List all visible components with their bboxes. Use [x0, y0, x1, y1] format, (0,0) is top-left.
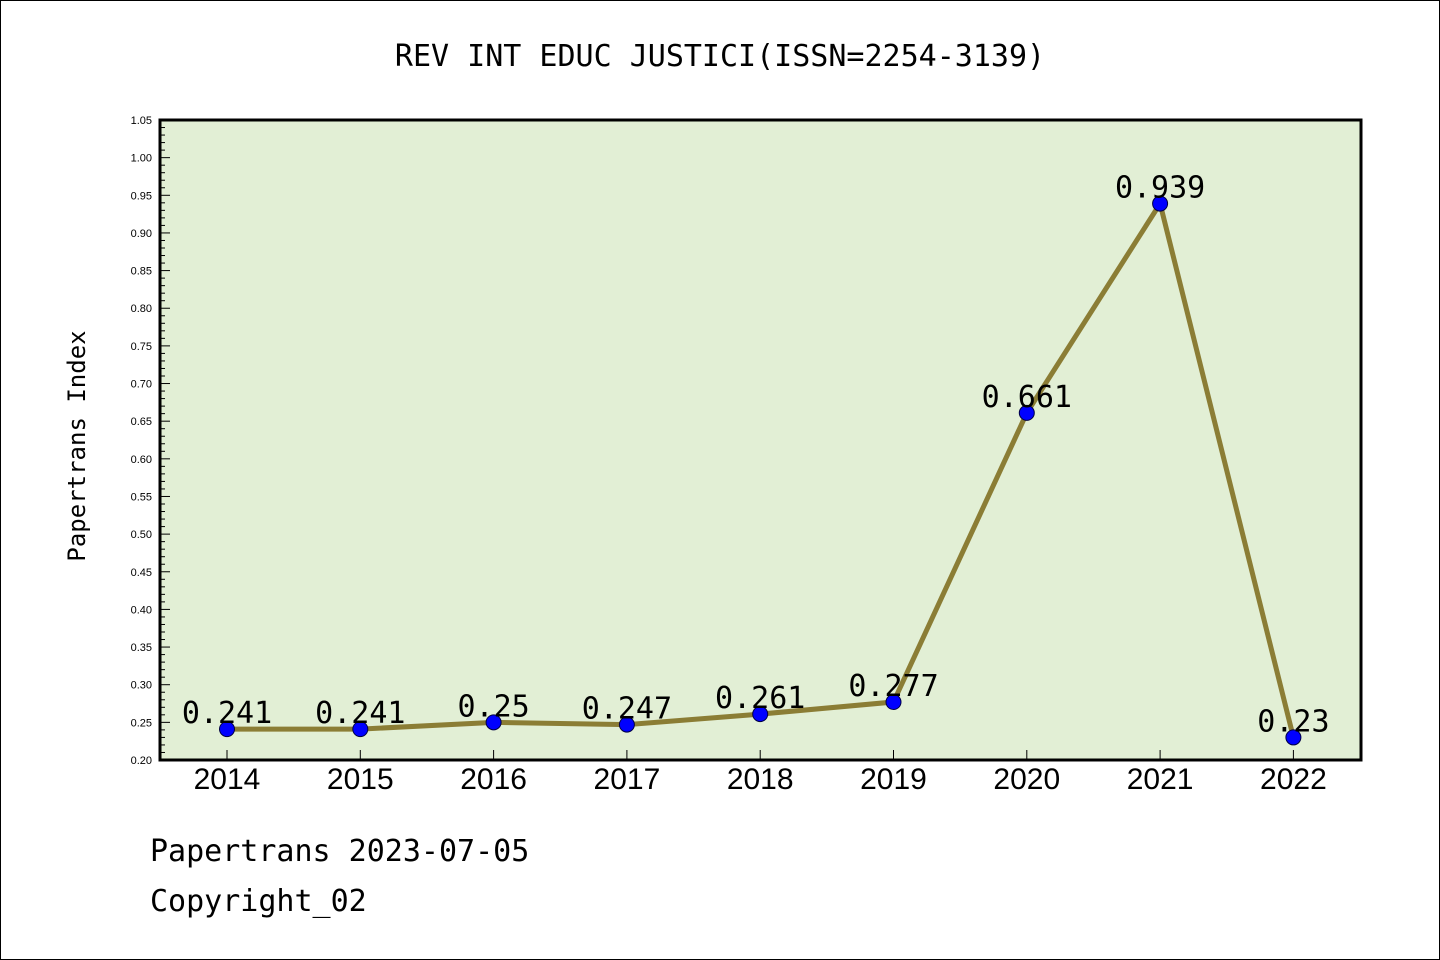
data-point: [752, 706, 769, 723]
data-point: [219, 721, 235, 738]
x-tick-label: 2021: [1127, 763, 1194, 796]
data-point: [1285, 729, 1302, 746]
x-tick-label: 2014: [194, 763, 261, 796]
data-label: 0.23: [1257, 704, 1329, 739]
x-tick-label: 2017: [594, 763, 661, 796]
y-tick-label: 0.55: [131, 491, 152, 503]
data-label: 0.661: [982, 380, 1072, 415]
data-label: 0.939: [1115, 171, 1205, 206]
y-tick-label: 0.75: [131, 341, 152, 353]
y-tick-label: 0.20: [131, 755, 152, 767]
y-tick-label: 0.70: [131, 379, 152, 391]
y-tick-label: 0.40: [131, 604, 152, 616]
y-tick-label: 0.80: [131, 303, 152, 315]
data-label: 0.247: [582, 692, 672, 727]
data-label: 0.241: [315, 696, 405, 731]
y-tick-label: 1.00: [131, 153, 152, 165]
data-label: 0.25: [457, 689, 529, 724]
footer-source: Papertrans 2023-07-05: [150, 834, 530, 869]
data-label: 0.241: [182, 696, 272, 731]
data-point: [618, 716, 635, 733]
y-tick-label: 0.25: [131, 717, 152, 729]
data-markers: [219, 195, 1302, 746]
x-tick-label: 2019: [860, 763, 927, 796]
plot-border: [158, 118, 1363, 762]
x-tick-label: 2015: [327, 763, 394, 796]
y-tick-label: 0.60: [131, 454, 152, 466]
y-tick-label: 0.65: [131, 416, 152, 428]
x-axis-ticks: 2014 2015 2016 2017 2018 2019 2020 2021 2022: [194, 750, 1327, 796]
x-tick-label: 2020: [993, 763, 1060, 796]
x-tick-label: 2022: [1260, 763, 1327, 796]
x-tick-label: 2016: [460, 763, 527, 796]
y-tick-label: 0.30: [131, 680, 152, 692]
data-point: [885, 694, 902, 711]
y-tick-label: 0.85: [131, 266, 152, 278]
y-tick-label: 0.90: [131, 228, 152, 240]
footer-copyright: Copyright_02: [150, 884, 367, 919]
y-tick-label: 0.45: [131, 567, 152, 579]
x-tick-label: 2018: [727, 763, 794, 796]
y-axis-label: Papertrans Index: [63, 330, 91, 561]
y-axis-ticks: 0.20 0.25 0.30 0.35 0.40 0.45 0.50 0.55 0.60 0.65…: [131, 115, 170, 767]
data-label: 0.277: [848, 669, 938, 704]
data-point: [1152, 195, 1169, 212]
y-tick-label: 1.05: [131, 115, 152, 127]
plot-area: [160, 120, 1361, 760]
data-point: [1018, 404, 1035, 421]
y-tick-label: 0.95: [131, 190, 152, 202]
y-tick-label: 0.35: [131, 642, 152, 654]
data-point: [485, 714, 502, 731]
chart-title: REV INT EDUC JUSTICI(ISSN=2254-3139): [395, 39, 1045, 74]
data-point: [352, 721, 369, 738]
y-tick-label: 0.50: [131, 529, 152, 541]
data-labels: 0.241 0.241 0.25 0.247 0.261 0.277 0.661 0.939 0…: [182, 171, 1330, 740]
data-label: 0.261: [715, 681, 805, 716]
